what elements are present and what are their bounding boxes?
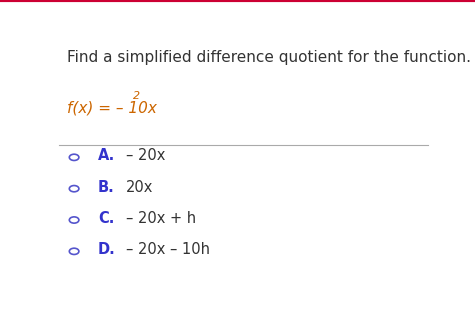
Text: f(x) = – 10x: f(x) = – 10x — [66, 100, 157, 115]
Text: 2: 2 — [133, 90, 140, 100]
Text: – 20x: – 20x — [125, 148, 165, 163]
Text: – 20x + h: – 20x + h — [125, 211, 196, 226]
Text: D.: D. — [98, 243, 116, 257]
Text: 20x: 20x — [125, 180, 153, 195]
Text: Find a simplified difference quotient for the function.: Find a simplified difference quotient fo… — [66, 50, 471, 64]
Text: C.: C. — [98, 211, 114, 226]
Text: – 20x – 10h: – 20x – 10h — [125, 243, 209, 257]
Text: B.: B. — [98, 180, 115, 195]
Text: A.: A. — [98, 148, 115, 163]
